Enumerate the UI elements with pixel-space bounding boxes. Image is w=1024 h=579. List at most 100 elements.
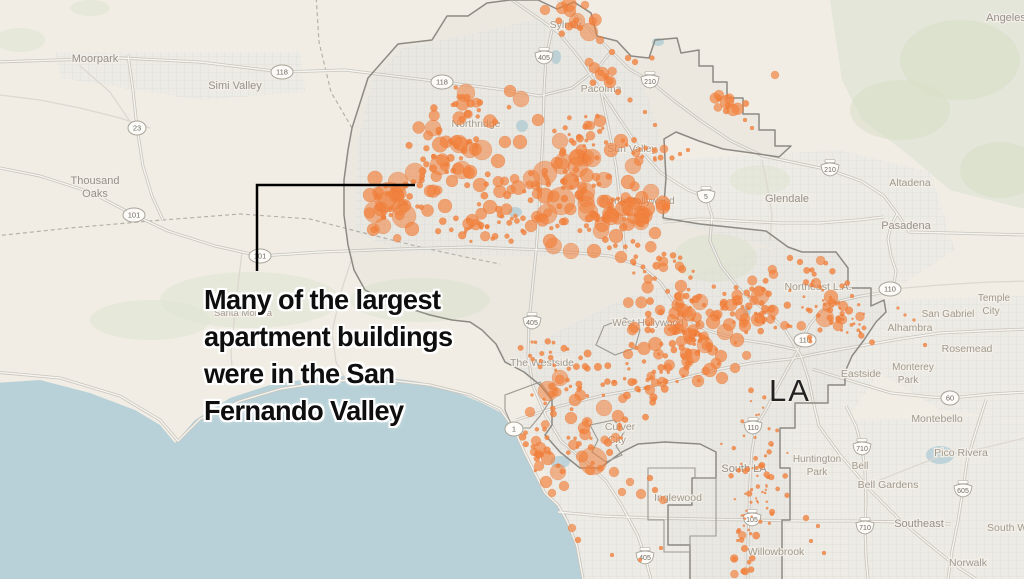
apartment-dot [657,154,664,161]
apartment-dot [621,197,641,217]
apartment-dot [614,250,628,264]
apartment-dot [374,217,392,235]
apartment-dot [821,299,825,302]
park-area [70,0,110,16]
apartment-dot [492,118,499,125]
apartment-dot [685,147,691,153]
apartment-dot [858,322,861,326]
apartment-dot [649,375,654,380]
apartment-dot [868,339,876,346]
apartment-dot [752,531,761,540]
park-area [90,300,210,340]
apartment-dot [555,17,563,25]
apartment-dot [655,199,671,215]
apartment-dot [520,215,526,222]
apartment-dot [666,370,671,375]
apartment-dot [740,304,745,309]
place-label: Eastside [841,368,881,380]
apartment-dot [479,230,491,242]
minor-road [230,251,243,383]
apartment-dot [680,353,687,359]
apartment-dot [540,450,556,466]
urban-area [782,403,1024,579]
apartment-dot [691,269,695,274]
interstate-shield: 105 [742,509,762,527]
apartment-dot [856,302,861,307]
apartment-dot [458,115,466,123]
interstate-shield: 710 [855,517,875,535]
place-label: Huntington [793,454,841,465]
apartment-dot [664,288,671,294]
apartment-dot [652,122,658,128]
apartment-dot [609,552,615,558]
shield-number: 23 [133,124,141,133]
apartment-dot [541,426,548,432]
apartment-dot [367,170,383,187]
la-city-label: LA [769,373,811,408]
apartment-dot [596,128,603,135]
apartment-dot [462,164,478,180]
freeway [811,368,1024,399]
apartment-dot [509,216,514,221]
apartment-dot [768,508,776,515]
apartment-dot [622,244,628,250]
apartment-dot [656,376,668,388]
apartment-dot [619,436,624,440]
apartment-dot [748,531,753,536]
apartment-dot [695,322,701,327]
shield-crest [953,483,973,498]
apartment-dot [758,311,765,317]
apartment-dot [543,401,548,406]
apartment-dot [646,297,655,306]
apartment-dot [835,315,841,321]
apartment-dot [476,221,481,226]
apartment-dot [729,311,736,317]
shield-number: 710 [859,525,871,532]
apartment-dot [622,376,627,381]
freeway [845,405,869,579]
apartment-dot [577,421,591,435]
apartment-dot [635,296,648,309]
freeway [662,216,885,224]
apartment-dot [745,509,748,513]
apartment-dot [387,171,409,193]
apartment-dot [518,433,527,441]
apartment-dot [675,317,689,331]
apartment-dot [423,145,430,152]
apartment-dot [763,454,768,458]
shield-crest [852,441,872,456]
apartment-dot [858,332,865,339]
apartment-dot [659,341,664,347]
city-enclave-boundary [589,419,625,463]
apartment-dot [601,126,605,131]
apartment-dot [742,468,749,475]
apartment-dot [539,350,545,357]
apartment-dot [512,90,530,108]
apartment-dot [741,350,752,361]
apartment-dot [729,362,741,374]
park-area [673,234,757,282]
shield-layer: 118 118 23 101 101 1 110 110 60 405 210 5 210 405 110 4… [122,47,973,565]
apartment-dot [576,182,596,202]
apartment-dot [768,473,775,481]
apartment-dot [522,441,529,448]
interstate-shield: 5 [696,186,716,204]
apartment-dot [593,362,602,371]
apartment-dot [517,344,524,351]
apartment-dot [624,54,632,62]
shield-number: 605 [957,488,969,495]
apartment-dot [731,445,737,451]
apartment-dot [738,301,743,306]
apartment-dot [589,79,597,87]
apartment-dot [705,314,721,330]
apartment-dot [632,213,650,231]
apartment-dot [534,426,540,432]
apartment-dot [765,483,768,487]
shield-banner [700,186,712,191]
place-label: South Whittier [987,522,1024,534]
apartment-dot [562,173,580,191]
apartment-dot [771,315,776,320]
apartment-dot [493,184,507,199]
apartment-dot [551,369,569,387]
apartment-dot [589,436,593,441]
